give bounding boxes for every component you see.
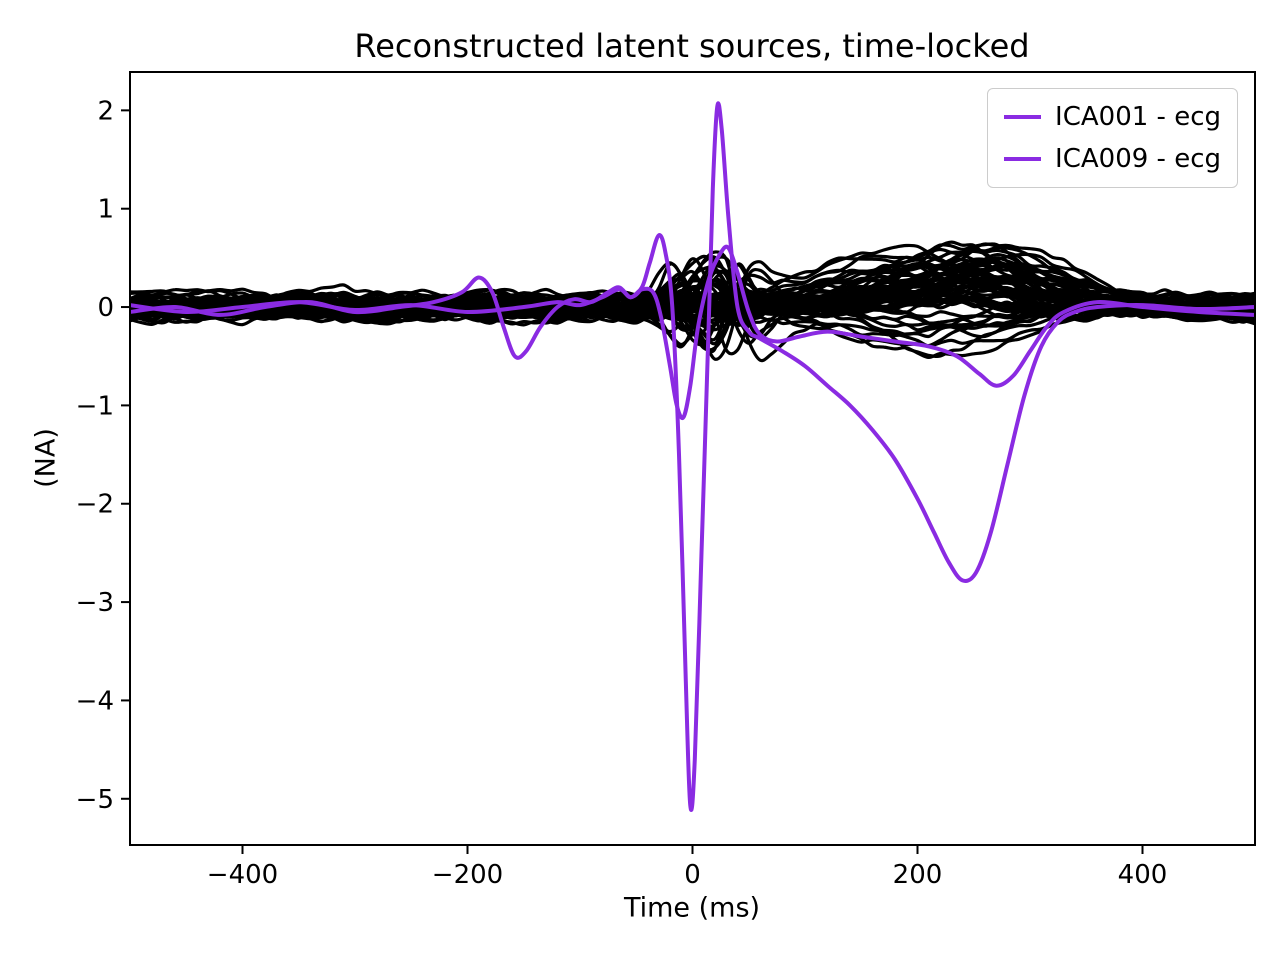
background-trace [130,257,1255,359]
x-tick-label: 400 [1118,860,1168,890]
y-axis-label: (NA) [30,428,62,488]
ica-series-0 [130,101,1255,813]
background-trace [130,242,1255,327]
x-tick-label: −200 [432,860,503,890]
chart-title: Reconstructed latent sources, time-locke… [354,27,1030,65]
x-axis-label: Time (ms) [623,892,761,924]
legend-entry: ICA009 - ecg [1004,141,1221,177]
x-tick-label: 0 [684,860,701,890]
legend-entry: ICA001 - ecg [1004,99,1221,135]
y-tick-label: 2 [97,96,114,126]
background-trace [130,257,1255,311]
y-tick-label: 1 [97,195,114,225]
legend-line-sample [1004,157,1042,161]
legend-label: ICA001 - ecg [1055,102,1221,132]
legend-line-sample [1004,115,1042,119]
y-tick-label: −4 [76,686,114,716]
legend-label: ICA009 - ecg [1055,144,1221,174]
y-tick-label: −1 [76,391,114,421]
x-tick-label: 200 [893,860,943,890]
y-tick-label: −3 [76,588,114,618]
ica-series-1 [130,244,1255,420]
x-tick-label: −400 [207,860,278,890]
y-tick-label: −5 [76,785,114,815]
y-tick-label: −2 [76,490,114,520]
y-tick-label: 0 [97,293,114,323]
legend: ICA001 - ecg ICA009 - ecg [987,88,1238,188]
